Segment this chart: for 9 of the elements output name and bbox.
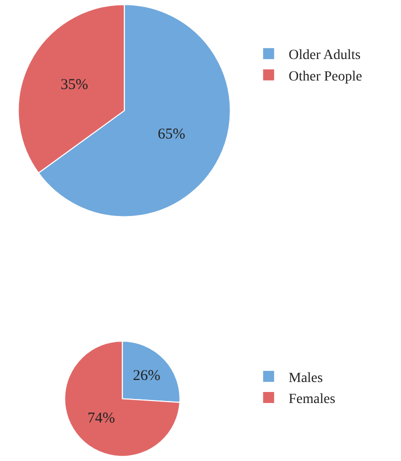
data-label: 74% — [88, 410, 116, 426]
pie-slice — [64, 340, 180, 457]
data-label: 65% — [158, 126, 186, 143]
legend-label: Older Adults — [288, 48, 361, 64]
legend-label: Males — [288, 370, 323, 386]
legend-label: Other People — [288, 69, 362, 84]
data-label: 35% — [60, 77, 88, 94]
data-label: 26% — [132, 368, 160, 384]
legend-label: Females — [288, 392, 336, 407]
